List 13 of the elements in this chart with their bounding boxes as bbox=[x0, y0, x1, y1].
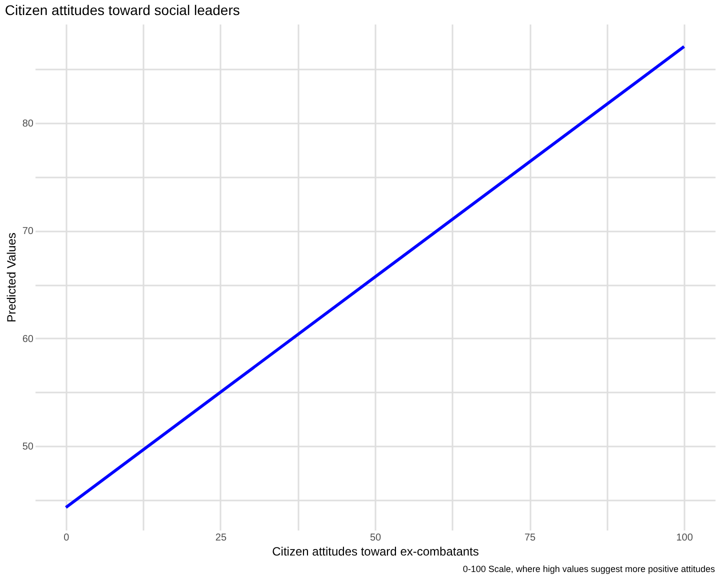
x-tick-label: 75 bbox=[524, 532, 536, 544]
x-tick-label: 0 bbox=[64, 532, 70, 544]
x-axis-title: Citizen attitudes toward ex-combatants bbox=[272, 544, 479, 558]
y-tick-label: 70 bbox=[22, 226, 34, 238]
x-tick-label: 25 bbox=[215, 532, 227, 544]
y-tick-label: 50 bbox=[22, 442, 34, 453]
x-tick-label: 50 bbox=[370, 532, 382, 544]
chart-title: Citizen attitudes toward social leaders bbox=[4, 2, 240, 18]
y-axis-title: Predicted Values bbox=[4, 232, 18, 322]
y-tick-label: 80 bbox=[22, 118, 34, 130]
y-tick-label: 60 bbox=[22, 334, 34, 345]
x-tick-label: 100 bbox=[676, 532, 694, 544]
text: 0-100 Scale, where high values suggest more positive attitudes bbox=[462, 564, 716, 574]
